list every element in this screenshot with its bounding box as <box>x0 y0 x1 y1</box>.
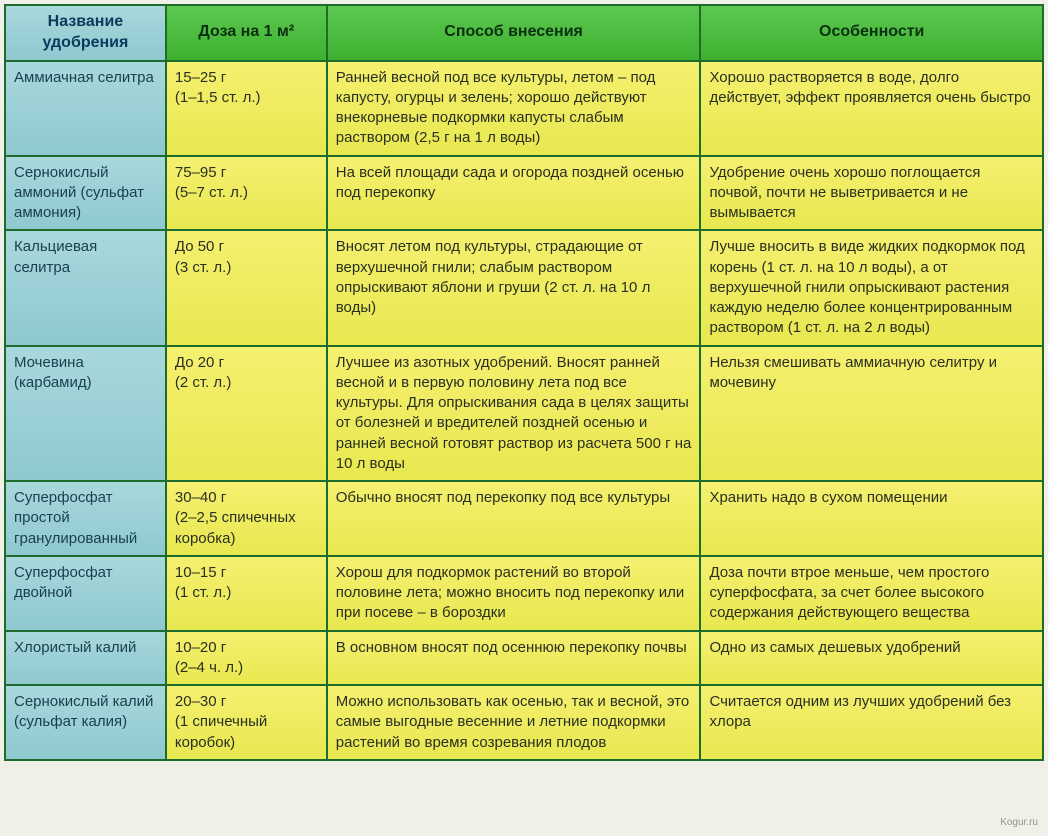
cell-method: На всей площади сада и огорода поздней о… <box>327 156 701 231</box>
cell-dose: 15–25 г(1–1,5 ст. л.) <box>166 61 327 156</box>
table-row: Сернокислый аммоний (сульфат аммония)75–… <box>5 156 1043 231</box>
col-header-method: Способ внесения <box>327 5 701 61</box>
cell-features: Одно из самых дешевых удобрений <box>700 631 1043 686</box>
col-header-dose: Доза на 1 м² <box>166 5 327 61</box>
cell-method: Можно использовать как осенью, так и вес… <box>327 685 701 760</box>
cell-dose: 10–15 г(1 ст. л.) <box>166 556 327 631</box>
cell-dose: 20–30 г(1 спичечный коробок) <box>166 685 327 760</box>
header-row: Название удобрения Доза на 1 м² Способ в… <box>5 5 1043 61</box>
cell-features: Доза почти втрое меньше, чем простого су… <box>700 556 1043 631</box>
table-row: Мочевина (карбамид)До 20 г(2 ст. л.)Лучш… <box>5 346 1043 482</box>
cell-features: Нельзя смешивать аммиачную селитру и моч… <box>700 346 1043 482</box>
cell-method: Ранней весной под все культуры, летом – … <box>327 61 701 156</box>
col-header-features: Особенности <box>700 5 1043 61</box>
cell-features: Хранить надо в сухом помещении <box>700 481 1043 556</box>
cell-name: Кальциевая селитра <box>5 230 166 345</box>
table-row: Хлористый калий10–20 г(2–4 ч. л.)В основ… <box>5 631 1043 686</box>
cell-dose: 75–95 г(5–7 ст. л.) <box>166 156 327 231</box>
cell-dose: 30–40 г(2–2,5 спичечных коробка) <box>166 481 327 556</box>
cell-method: Вносят летом под культуры, страдающие от… <box>327 230 701 345</box>
table-row: Сернокислый калий (сульфат калия)20–30 г… <box>5 685 1043 760</box>
cell-method: В основном вносят под осеннюю перекопку … <box>327 631 701 686</box>
cell-features: Лучше вносить в виде жидких подкормок по… <box>700 230 1043 345</box>
cell-method: Обычно вносят под перекопку под все куль… <box>327 481 701 556</box>
cell-dose: До 20 г(2 ст. л.) <box>166 346 327 482</box>
table-row: Суперфосфат простой гранулированный30–40… <box>5 481 1043 556</box>
fertilizer-table: Название удобрения Доза на 1 м² Способ в… <box>4 4 1044 761</box>
cell-features: Удобрение очень хорошо поглощается почво… <box>700 156 1043 231</box>
cell-features: Хорошо растворяется в воде, долго действ… <box>700 61 1043 156</box>
table-row: Суперфосфат двойной10–15 г(1 ст. л.)Хоро… <box>5 556 1043 631</box>
table-row: Аммиачная селитра15–25 г(1–1,5 ст. л.)Ра… <box>5 61 1043 156</box>
cell-name: Хлористый калий <box>5 631 166 686</box>
cell-name: Суперфосфат двойной <box>5 556 166 631</box>
cell-method: Хорош для подкормок растений во второй п… <box>327 556 701 631</box>
cell-features: Считается одним из лучших удобрений без … <box>700 685 1043 760</box>
cell-name: Мочевина (карбамид) <box>5 346 166 482</box>
cell-name: Суперфосфат простой гранулированный <box>5 481 166 556</box>
cell-name: Аммиачная селитра <box>5 61 166 156</box>
cell-dose: 10–20 г(2–4 ч. л.) <box>166 631 327 686</box>
col-header-name: Название удобрения <box>5 5 166 61</box>
cell-dose: До 50 г(3 ст. л.) <box>166 230 327 345</box>
cell-method: Лучшее из азотных удобрений. Вносят ранн… <box>327 346 701 482</box>
cell-name: Сернокислый аммоний (сульфат аммония) <box>5 156 166 231</box>
watermark: Kogur.ru <box>1000 817 1038 828</box>
table-row: Кальциевая селитраДо 50 г(3 ст. л.)Внося… <box>5 230 1043 345</box>
table-body: Аммиачная селитра15–25 г(1–1,5 ст. л.)Ра… <box>5 61 1043 760</box>
cell-name: Сернокислый калий (сульфат калия) <box>5 685 166 760</box>
